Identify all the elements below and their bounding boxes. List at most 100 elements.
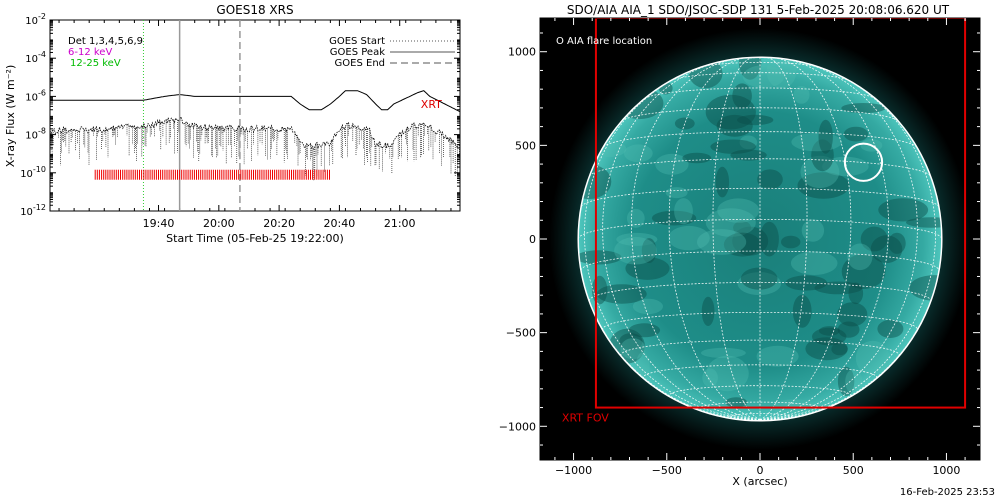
disk-dark-region xyxy=(715,166,730,198)
goes-xrs-panel: GOES18 XRS 10-12 10-10 10-8 10-6 10-4 10-2 19… xyxy=(4,3,461,245)
disk-bright-region xyxy=(623,144,653,163)
disk-dark-region xyxy=(843,126,869,142)
xrt-fov-box xyxy=(594,18,967,409)
longitude-line xyxy=(759,57,852,421)
aia-x-tick-label: −500 xyxy=(652,464,682,477)
disk-dark-region xyxy=(578,164,612,200)
disk-bright-region xyxy=(790,251,838,275)
disk-bright-region xyxy=(742,65,785,88)
goes-y-tick-label: 10-12 xyxy=(20,203,46,218)
goes-legend-left: Det 1,3,4,5,6,9 6-12 keV 12-25 keV xyxy=(68,36,143,69)
aia-x-tick-label: 0 xyxy=(757,464,764,477)
latitude-line xyxy=(589,158,931,177)
aia-x-tick-label: 1000 xyxy=(932,464,960,477)
disk-bright-region xyxy=(791,132,842,152)
longitude-line xyxy=(583,71,761,421)
disk-dark-region xyxy=(814,281,863,295)
disk-dark-region xyxy=(710,139,756,154)
goes-x-axis: 19:40 20:00 20:20 20:40 21:00 xyxy=(58,20,452,230)
latitude-line xyxy=(580,187,940,207)
disk-dark-region xyxy=(730,149,767,161)
longitude-line xyxy=(631,57,761,421)
latitude-line xyxy=(700,62,820,68)
disk-dark-region xyxy=(619,333,643,350)
xrt-label: XRT xyxy=(421,98,442,111)
xrt-exposure-ticks xyxy=(94,169,330,180)
latitude-line xyxy=(620,339,900,357)
disk-bright-region xyxy=(632,298,664,315)
disk-dark-region xyxy=(628,323,661,338)
disk-dark-region xyxy=(596,284,647,304)
disk-dark-region xyxy=(732,226,769,256)
disk-dark-region xyxy=(860,226,888,252)
solar-limb xyxy=(577,56,943,422)
aia-y-axis: −1000 −500 0 500 1000 xyxy=(499,32,980,446)
disk-bright-region xyxy=(614,236,657,265)
disk-bright-region xyxy=(847,243,873,271)
disk-dark-region xyxy=(732,83,752,109)
latitude-line xyxy=(697,401,823,411)
disk-dark-region xyxy=(837,366,855,397)
disk-bright-region xyxy=(674,198,693,225)
disk-dark-region xyxy=(841,254,886,289)
legend-12-25kev: 12-25 keV xyxy=(70,58,121,69)
disk-bright-region xyxy=(616,232,658,246)
disk-dark-region xyxy=(682,152,712,164)
disk-dark-region xyxy=(737,114,774,126)
disk-dark-region xyxy=(785,275,828,291)
disk-bright-region xyxy=(706,355,749,392)
disk-dark-region xyxy=(805,337,848,361)
aia-disk-texture xyxy=(578,57,942,416)
disk-bright-region xyxy=(626,208,645,228)
goes-y-tick-label: 10-4 xyxy=(25,50,46,65)
goes-y-tick-label: 10-2 xyxy=(25,12,46,27)
disk-bright-region xyxy=(655,153,689,175)
aia-y-tick-label: −500 xyxy=(506,327,536,340)
disk-dark-region xyxy=(812,327,847,346)
disk-bright-region xyxy=(845,368,863,395)
disk-dark-region xyxy=(877,319,904,338)
legend-goes-peak: GOES Peak xyxy=(330,47,385,58)
aia-x-tick-label: 500 xyxy=(843,464,864,477)
disk-dark-region xyxy=(578,250,622,265)
longitude-line xyxy=(668,57,761,421)
disk-bright-region xyxy=(855,340,890,376)
disk-bright-region xyxy=(700,347,746,358)
latitude-line xyxy=(670,72,850,81)
disk-dark-region xyxy=(837,302,868,327)
longitude-line xyxy=(602,61,761,421)
aia-x-axis: −1000 −500 0 500 1000 xyxy=(554,18,966,477)
aia-y-tick-label: 500 xyxy=(515,139,536,152)
disk-bright-region xyxy=(737,272,782,296)
disk-dark-region xyxy=(792,294,812,328)
disk-bright-region xyxy=(756,345,799,367)
disk-bright-region xyxy=(800,155,840,189)
disk-bright-region xyxy=(665,187,688,199)
disk-dark-region xyxy=(848,282,864,305)
legend-6-12kev: 6-12 keV xyxy=(68,47,112,58)
aia-legend-flare: O AIA flare location xyxy=(556,36,652,47)
disk-bright-region xyxy=(702,368,718,388)
disk-dark-region xyxy=(797,172,850,199)
disk-dark-region xyxy=(759,221,779,257)
aia-panel: SDO/AIA AIA_1 SDO/JSOC-SDP 131 5-Feb-202… xyxy=(499,3,981,488)
aia-y-tick-label: 0 xyxy=(529,233,536,246)
disk-bright-region xyxy=(697,229,747,255)
disk-dark-region xyxy=(705,94,756,130)
disk-dark-region xyxy=(818,119,833,154)
goes-long-series xyxy=(50,90,460,113)
disk-dark-region xyxy=(781,235,801,249)
disk-dark-region xyxy=(757,169,783,190)
flare-location-circle xyxy=(843,142,884,182)
disk-bright-region xyxy=(717,198,760,223)
longitude-line xyxy=(712,57,761,421)
aia-y-tick-label: −1000 xyxy=(499,420,536,433)
xrt-fov-label: XRT FOV xyxy=(562,412,609,425)
disk-dark-region xyxy=(651,210,697,226)
goes-x-tick-label: 21:00 xyxy=(384,217,416,230)
latitude-line xyxy=(644,87,876,99)
goes-x-tick-label: 20:20 xyxy=(263,217,295,230)
disk-dark-region xyxy=(906,217,942,228)
disk-bright-region xyxy=(739,135,758,150)
